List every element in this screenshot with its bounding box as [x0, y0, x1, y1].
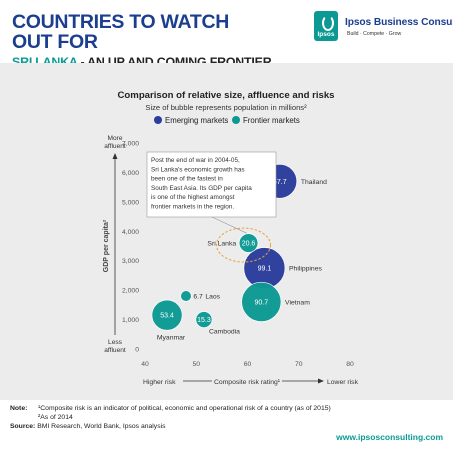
website-link[interactable]: www.ipsosconsulting.com [336, 432, 443, 442]
legend-label-frontier: Frontier markets [243, 116, 300, 125]
legend-label-emerging: Emerging markets [165, 116, 228, 125]
x-right-label: Lower risk [327, 379, 359, 386]
y-tick-label: 4,000 [122, 229, 139, 236]
y-tick-label: 2,000 [122, 288, 139, 295]
bubble-vietnam [241, 281, 282, 322]
x-tick-label: 80 [346, 361, 354, 368]
bubble-myanmar [151, 299, 183, 331]
annotation-line: Sri Lanka's economic growth has [151, 166, 245, 173]
country-label-philippines: Philippines [289, 266, 322, 273]
note-label: Note: [10, 405, 28, 412]
x-tick-label: 60 [244, 361, 252, 368]
source-label: Source: [10, 422, 36, 430]
country-label-laos: Laos [205, 294, 220, 301]
bubble-value-sri-lanka: 20.6 [242, 241, 256, 248]
country-label-myanmar: Myanmar [157, 334, 186, 341]
y-axis-title: GDP per capita² [103, 219, 110, 272]
annotation-pointer [211, 216, 247, 234]
bubble-cambodia [195, 311, 213, 329]
page-title: COUNTRIES TO WATCH OUT FOR [12, 11, 230, 53]
bubble-value-laos: 6.7 [193, 294, 203, 301]
country-label-sri-lanka: Sri Lanka [207, 241, 236, 248]
y-bottom-label-2: affluent [104, 347, 126, 354]
chart-subtitle: Size of bubble represents population in … [145, 103, 307, 112]
y-axis-arrow-head [112, 153, 118, 159]
x-tick-label: 50 [192, 361, 200, 368]
bubble-sri-lanka [238, 233, 259, 253]
x-tick-label: 70 [295, 361, 303, 368]
note-line-1: ¹Composite risk is an indicator of polit… [38, 405, 331, 412]
bubble-value-thailand: 67.7 [273, 179, 287, 186]
x-left-label: Higher risk [143, 379, 176, 386]
annotation-line: Post the end of war in 2004-05, [151, 157, 240, 164]
y-tick-label: 7,000 [122, 141, 139, 148]
bubble-value-myanmar: 53.4 [160, 313, 174, 320]
ipsos-logo: Ipsos [314, 11, 338, 41]
bubble-value-vietnam: 90.7 [255, 299, 269, 306]
annotation-line: frontier markets in the region. [151, 204, 234, 211]
country-label-vietnam: Vietnam [285, 299, 310, 306]
source-text: BMI Research, World Bank, Ipsos analysis [35, 422, 166, 430]
annotation-line: is one of the highest amongst [151, 194, 235, 201]
y-bottom-label-1: Less [108, 339, 123, 346]
brand-name: Ipsos Business Consulting [345, 17, 453, 28]
y-tick-label: 1,000 [122, 317, 139, 324]
y-tick-label: 3,000 [122, 258, 139, 265]
annotation-box [146, 151, 277, 218]
annotation-line: South East Asia. Its GDP per capita [151, 185, 252, 192]
x-axis-title: Composite risk rating¹ [214, 379, 281, 386]
y-tick-label: 5,000 [122, 199, 139, 206]
sri-lanka-highlight [216, 227, 272, 263]
logo-mark-icon [322, 15, 334, 31]
bubble-value-philippines: 99.1 [258, 266, 272, 273]
x-axis-arrow-head [318, 378, 324, 384]
y-tick-label: 0 [135, 347, 139, 354]
y-top-label-1: More [107, 135, 122, 142]
annotation-line: been one of the fastest in [151, 176, 223, 183]
legend-marker-emerging [154, 116, 162, 124]
y-tick-label: 6,000 [122, 170, 139, 177]
bubble-value-cambodia: 15.3 [197, 317, 211, 324]
note-line-2: ²As of 2014 [38, 413, 73, 421]
bubble-laos [180, 290, 192, 302]
brand-tagline: Build · Compete · Grow [347, 31, 402, 37]
y-top-label-2: affluent [104, 143, 126, 150]
chart-title: Comparison of relative size, affluence a… [118, 90, 335, 101]
legend-marker-frontier [232, 116, 240, 124]
x-tick-label: 40 [141, 361, 149, 368]
logo-text: Ipsos [317, 31, 335, 38]
country-label-thailand: Thailand [301, 179, 327, 186]
country-label-cambodia: Cambodia [209, 329, 240, 336]
notes: Note: ¹Composite risk is an indicator of … [10, 405, 450, 430]
